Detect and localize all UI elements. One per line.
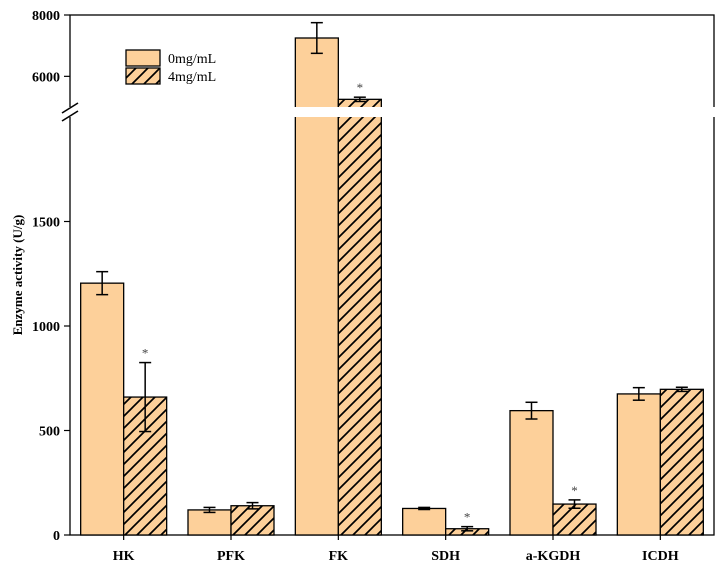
category-label-icdh: ICDH — [642, 549, 679, 564]
error-bar-icdh-series-2 — [675, 386, 688, 393]
legend-swatch-series-1 — [125, 49, 161, 67]
bar-fk-series-1 — [294, 37, 339, 536]
bar-hk-series-1 — [80, 282, 125, 536]
y-tick-label-1000: 1000 — [32, 320, 60, 335]
bar-fk-series-2 — [337, 98, 382, 536]
error-bar-fk-series-1 — [310, 21, 323, 55]
bars-layer: * * * * — [80, 21, 704, 536]
x-axis: HK PFK FK SDH a-KGDH ICDH — [113, 535, 679, 564]
error-bar-sdh-series-2 — [461, 525, 474, 532]
bar-pfk-series-2 — [230, 505, 275, 536]
bar-a-kgdh-series-2 — [552, 503, 597, 536]
error-bar-fk-series-2 — [353, 96, 366, 103]
error-bar-sdh-series-1 — [418, 506, 431, 511]
category-label-hk: HK — [113, 549, 135, 564]
bar-sdh-series-1 — [402, 507, 447, 536]
bar-a-kgdh-series-1 — [509, 409, 554, 536]
legend-label-series-2: 4mg/mL — [168, 70, 216, 85]
error-bar-hk-series-2 — [139, 361, 152, 433]
error-bar-pfk-series-1 — [203, 506, 216, 514]
category-label-fk: FK — [329, 549, 349, 564]
axis-break-mark-bottom — [61, 110, 79, 122]
y-tick-label-6000: 6000 — [32, 70, 60, 85]
bar-icdh-series-1 — [616, 393, 661, 536]
bar-icdh-series-2 — [659, 388, 704, 536]
significance-marker: * — [571, 483, 578, 498]
y-axis-label: Enzyme activity (U/g) — [10, 215, 25, 336]
axis-break — [61, 102, 716, 122]
legend-swatch-series-2 — [125, 67, 161, 85]
significance-marker: * — [142, 346, 149, 361]
error-bar-icdh-series-1 — [632, 386, 645, 401]
legend-label-series-1: 0mg/mL — [168, 52, 216, 67]
bar-pfk-series-1 — [187, 509, 232, 536]
axis-break-gap — [68, 107, 716, 117]
y-tick-label-8000: 8000 — [32, 9, 60, 24]
legend: 0mg/mL 4mg/mL — [125, 49, 216, 85]
y-tick-label-1500: 1500 — [32, 216, 60, 231]
significance-marker: * — [357, 80, 364, 95]
error-bar-pfk-series-2 — [246, 501, 259, 510]
error-bar-a-kgdh-series-2 — [568, 499, 581, 509]
error-bar-a-kgdh-series-1 — [525, 401, 538, 420]
category-label-a-kgdh: a-KGDH — [526, 549, 581, 564]
plot-frame — [69, 14, 715, 536]
category-label-sdh: SDH — [431, 549, 460, 564]
significance-marker: * — [464, 510, 471, 525]
category-label-pfk: PFK — [217, 549, 245, 564]
y-tick-label-500: 500 — [39, 425, 60, 440]
error-bar-hk-series-1 — [96, 270, 109, 296]
y-tick-label-0: 0 — [53, 529, 60, 544]
axis-break-mark-top — [61, 102, 79, 114]
y-axis: 0 500 1000 1500 6000 8000 — [32, 9, 70, 544]
